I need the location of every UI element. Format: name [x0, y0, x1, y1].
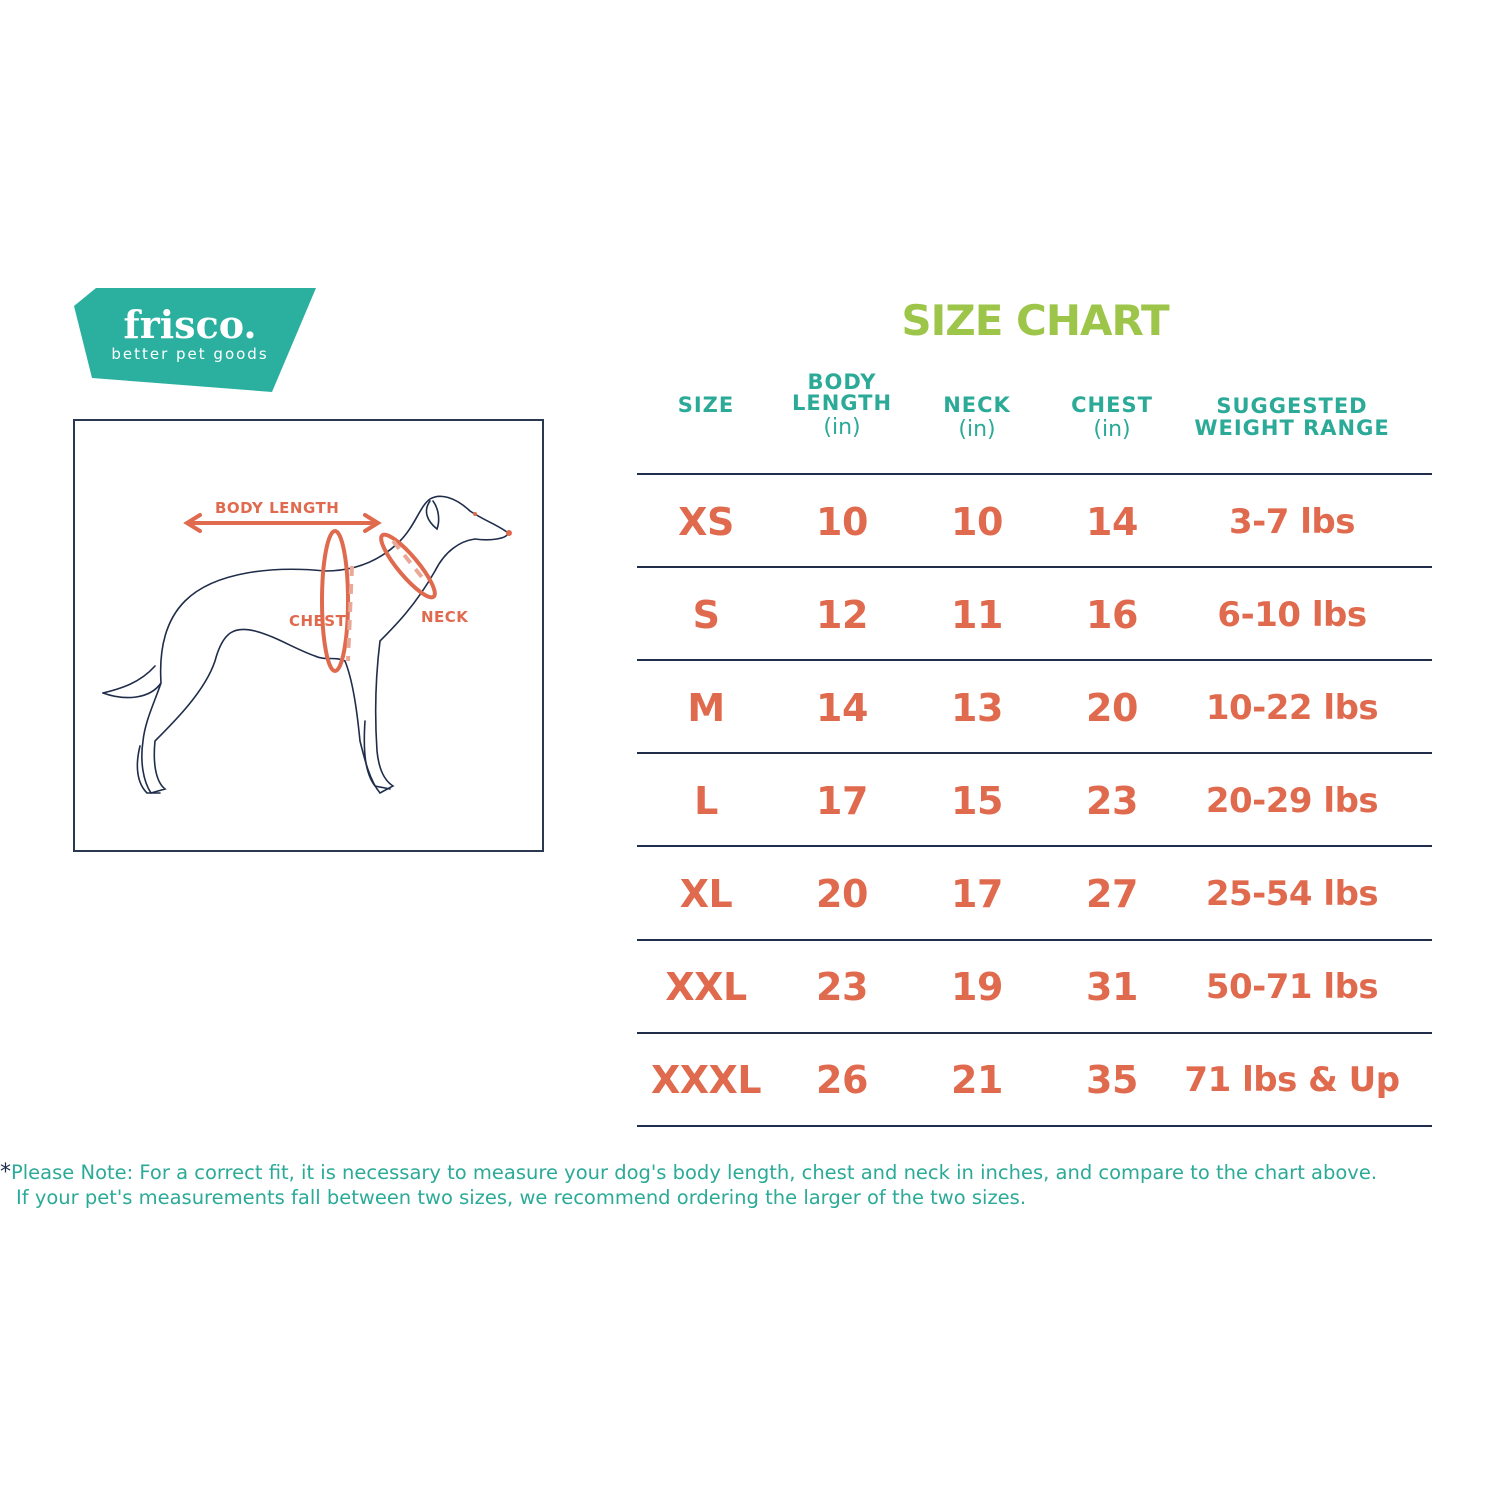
cell-chest: 31 — [1086, 965, 1138, 1010]
cell-body-length: 26 — [816, 1058, 868, 1103]
cell-size: XXL — [665, 965, 747, 1010]
cell-neck: 10 — [951, 499, 1003, 544]
cell-weight-range: 71 lbs & Up — [1184, 1060, 1400, 1101]
cell-weight-range: 3-7 lbs — [1229, 501, 1356, 542]
header-unit: (in) — [823, 415, 861, 440]
dog-measurement-diagram: BODY LENGTH CHEST NECK — [73, 419, 544, 852]
cell-weight-range: 50-71 lbs — [1205, 967, 1379, 1008]
fit-note: *Please Note: For a correct fit, it is n… — [0, 1160, 1377, 1210]
cell-chest: 20 — [1086, 685, 1138, 730]
cell-neck: 11 — [951, 592, 1003, 637]
cell-size: L — [694, 778, 718, 823]
header-label-line1: SUGGESTED — [1216, 394, 1368, 418]
cell-size: XL — [679, 871, 733, 916]
header-body-length: BODY LENGTH (in) — [792, 372, 892, 442]
table-rule — [637, 1124, 1432, 1127]
note-line1: Please Note: For a correct fit, it is ne… — [11, 1161, 1378, 1184]
cell-body-length: 20 — [816, 871, 868, 916]
cell-weight-range: 10-22 lbs — [1205, 687, 1379, 728]
cell-chest: 23 — [1086, 778, 1138, 823]
dog-illustration — [102, 495, 512, 795]
table-rule — [637, 752, 1432, 755]
header-size: SIZE — [678, 395, 735, 416]
header-label: SIZE — [677, 393, 735, 417]
cell-weight-range: 25-54 lbs — [1205, 873, 1379, 914]
cell-body-length: 23 — [816, 965, 868, 1010]
cell-weight-range: 20-29 lbs — [1205, 780, 1379, 821]
logo-badge-shape — [74, 288, 316, 392]
cell-neck: 13 — [951, 685, 1003, 730]
cell-size: XS — [678, 499, 734, 544]
cell-neck: 17 — [951, 871, 1003, 916]
table-rule — [637, 473, 1432, 475]
table-rule — [637, 938, 1432, 941]
cell-weight-range: 6-10 lbs — [1217, 594, 1367, 635]
cell-size: S — [692, 592, 720, 637]
cell-body-length: 10 — [816, 499, 868, 544]
header-label-line1: BODY — [807, 370, 877, 394]
table-rule — [637, 845, 1432, 848]
cell-chest: 14 — [1086, 499, 1138, 544]
cell-chest: 35 — [1086, 1058, 1138, 1103]
header-neck: NECK (in) — [943, 395, 1011, 444]
header-weight-range: SUGGESTED WEIGHT RANGE — [1194, 395, 1389, 439]
header-unit: (in) — [1093, 417, 1131, 442]
page-title: SIZE CHART — [901, 296, 1169, 345]
body-length-label: BODY LENGTH — [215, 499, 340, 517]
cell-size: M — [687, 685, 725, 730]
frisco-logo: frisco. better pet goods — [74, 288, 316, 393]
cell-neck: 15 — [951, 778, 1003, 823]
cell-neck: 21 — [951, 1058, 1003, 1103]
cell-body-length: 14 — [816, 685, 868, 730]
cell-chest: 27 — [1086, 871, 1138, 916]
header-label-line2: WEIGHT RANGE — [1194, 416, 1390, 440]
table-rule — [637, 1031, 1432, 1034]
table-rule — [637, 659, 1432, 662]
cell-body-length: 17 — [816, 778, 868, 823]
note-asterisk: * — [0, 1160, 11, 1185]
header-chest: CHEST (in) — [1071, 395, 1153, 444]
chest-label: CHEST — [289, 612, 347, 630]
cell-size: XXXL — [650, 1058, 762, 1103]
header-label: CHEST — [1071, 393, 1153, 417]
logo-brand: frisco. — [123, 302, 257, 347]
header-label-line2: LENGTH — [791, 391, 893, 415]
cell-chest: 16 — [1086, 592, 1138, 637]
note-line2: If your pet's measurements fall between … — [16, 1186, 1027, 1209]
header-label: NECK — [943, 393, 1011, 417]
header-unit: (in) — [958, 417, 996, 442]
logo-tagline: better pet goods — [111, 345, 269, 363]
cell-neck: 19 — [951, 965, 1003, 1010]
neck-label: NECK — [421, 608, 469, 626]
cell-body-length: 12 — [816, 592, 868, 637]
table-rule — [637, 566, 1432, 569]
